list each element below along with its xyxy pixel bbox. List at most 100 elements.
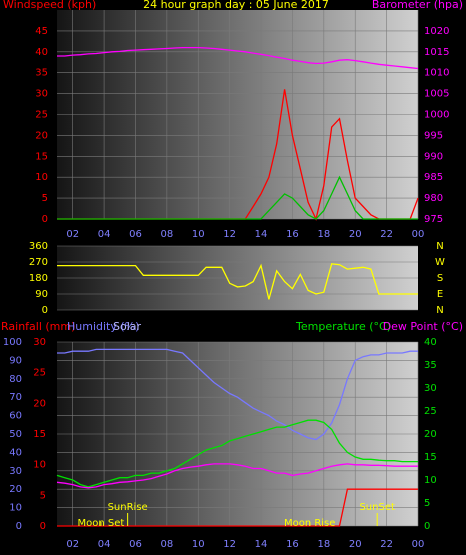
series-line <box>57 488 418 527</box>
series-line <box>57 348 418 441</box>
x-tick-label: 10 <box>192 229 205 240</box>
x-tick-label: 08 <box>161 229 174 240</box>
y-tick-label: 15 <box>35 151 48 162</box>
y2-tick-label: W <box>435 257 445 268</box>
y-tick-label: 45 <box>35 26 48 37</box>
y-tick-label: 360 <box>29 241 48 252</box>
y-tick-label: 40 <box>35 47 48 58</box>
annotation: Moon Set <box>78 518 125 529</box>
y-tick-label: 80 <box>9 374 22 385</box>
y2-tick-label: 1020 <box>424 26 449 37</box>
x-tick-label: 20 <box>349 539 362 550</box>
y-tick-label: 100 <box>3 337 22 348</box>
y3-tick-label: 15 <box>33 429 46 440</box>
y-tick-label: 20 <box>35 130 48 141</box>
y2-tick-label: 1010 <box>424 68 449 79</box>
y-tick-label: 35 <box>35 68 48 79</box>
x-tick-label: 02 <box>66 539 79 550</box>
y-tick-label: 30 <box>35 89 48 100</box>
x-tick-label: 06 <box>129 539 142 550</box>
temperature-label: Temperature (°C) <box>295 320 391 333</box>
y2-tick-label: 25 <box>424 406 437 417</box>
y2-tick-label: 15 <box>424 452 437 463</box>
x-tick-label: 06 <box>129 229 142 240</box>
x-tick-label: 18 <box>317 229 330 240</box>
y2-tick-label: 985 <box>424 172 443 183</box>
x-tick-label: 18 <box>317 539 330 550</box>
y2-tick-label: S <box>437 273 443 284</box>
y-tick-label: 90 <box>35 289 48 300</box>
humidity-label: Humidity (%) <box>67 320 139 333</box>
x-tick-label: 22 <box>380 229 393 240</box>
y3-tick-label: 30 <box>33 337 46 348</box>
series-line <box>57 46 419 70</box>
series-line <box>57 175 418 220</box>
y-tick-label: 90 <box>9 355 22 366</box>
y3-tick-label: 25 <box>33 368 46 379</box>
y3-tick-label: 20 <box>33 398 46 409</box>
y-tick-label: 0 <box>42 305 48 316</box>
dew-point-label: Dew Point (°C) <box>383 320 463 333</box>
y-tick-label: 10 <box>9 503 22 514</box>
x-tick-label: 08 <box>161 539 174 550</box>
x-tick-label: 02 <box>66 229 79 240</box>
x-tick-label: 16 <box>286 229 299 240</box>
y2-tick-label: 1015 <box>424 47 449 58</box>
windspeed-label: Windspeed (kph) <box>3 0 96 11</box>
y2-tick-label: 10 <box>424 475 437 486</box>
x-tick-label: 10 <box>192 539 205 550</box>
series-line <box>56 463 418 489</box>
y2-tick-label: 5 <box>424 498 430 509</box>
y-tick-label: 10 <box>35 172 48 183</box>
x-tick-label: 20 <box>349 229 362 240</box>
y2-tick-label: E <box>437 289 443 300</box>
y2-tick-label: N <box>436 305 443 316</box>
y2-tick-label: 20 <box>424 429 437 440</box>
x-tick-label: 04 <box>98 229 111 240</box>
barometer-label: Barometer (hpa) <box>372 0 463 11</box>
y-tick-label: 270 <box>29 257 48 268</box>
x-tick-label: 22 <box>380 539 393 550</box>
y-tick-label: 30 <box>9 466 22 477</box>
y2-tick-label: 1000 <box>424 110 449 121</box>
chart-title: 24 hour graph day : 05 June 2017 <box>143 0 329 11</box>
y3-tick-label: 10 <box>33 460 46 471</box>
y2-tick-label: 980 <box>424 193 443 204</box>
y-tick-label: 180 <box>29 273 48 284</box>
y2-tick-label: 30 <box>424 383 437 394</box>
x-tick-label: 16 <box>286 539 299 550</box>
y2-tick-label: 0 <box>424 521 430 532</box>
y-tick-label: 60 <box>9 411 22 422</box>
x-tick-label: 14 <box>255 539 268 550</box>
y3-tick-label: 5 <box>40 490 46 501</box>
y-tick-label: 5 <box>42 193 48 204</box>
x-tick-label: 00 <box>412 539 425 550</box>
y-tick-label: 70 <box>9 392 22 403</box>
x-tick-label: 00 <box>412 229 425 240</box>
series-line <box>57 263 418 300</box>
annotation: SunSet <box>359 502 395 513</box>
solar-label: Solar <box>113 320 142 333</box>
y3-tick-label: 0 <box>40 521 46 532</box>
y-tick-label: 20 <box>9 484 22 495</box>
y2-tick-label: 40 <box>424 337 437 348</box>
y2-tick-label: 1005 <box>424 89 449 100</box>
y2-tick-label: 995 <box>424 130 443 141</box>
x-tick-label: 04 <box>98 539 111 550</box>
y2-tick-label: N <box>436 241 443 252</box>
annotation: SunRise <box>108 502 148 513</box>
y-tick-label: 50 <box>9 429 22 440</box>
x-tick-label: 12 <box>223 539 236 550</box>
series-line <box>56 419 418 488</box>
annotation: Moon Rise <box>284 518 335 529</box>
y2-tick-label: 990 <box>424 151 443 162</box>
x-tick-label: 14 <box>255 229 268 240</box>
y-tick-label: 0 <box>42 214 48 225</box>
y-tick-label: 25 <box>35 110 48 121</box>
rainfall-label: Rainfall (mm) <box>1 320 75 333</box>
x-tick-label: 12 <box>223 229 236 240</box>
y-tick-label: 0 <box>16 521 22 532</box>
y2-tick-label: 35 <box>424 360 437 371</box>
y-tick-label: 40 <box>9 447 22 458</box>
